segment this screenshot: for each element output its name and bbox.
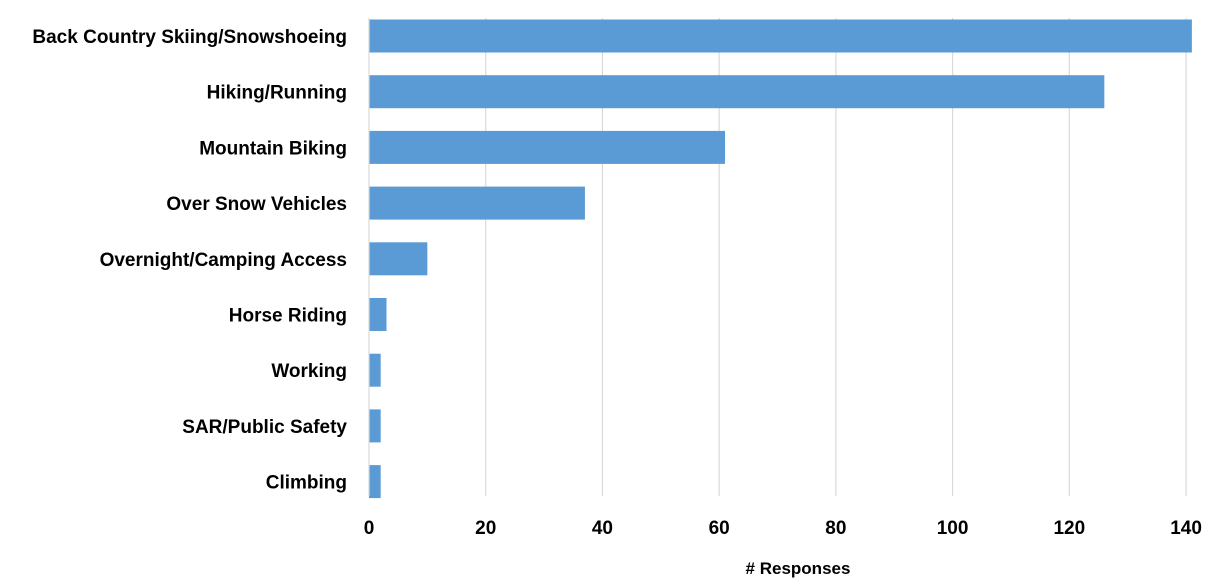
category-label: Overnight/Camping Access [100, 250, 347, 271]
bar [369, 130, 725, 164]
category-label: Over Snow Vehicles [166, 194, 347, 215]
category-label: Horse Riding [229, 306, 347, 327]
x-tick-label: 120 [1053, 518, 1085, 539]
category-label: Working [271, 361, 347, 382]
x-tick-label: 140 [1170, 518, 1202, 539]
x-tick-label: 20 [475, 518, 496, 539]
category-label: Back Country Skiing/Snowshoeing [32, 27, 347, 48]
bars [369, 19, 1192, 499]
x-tick-label: 80 [825, 518, 846, 539]
category-label: SAR/Public Safety [182, 417, 347, 438]
x-tick-labels: 0 20 40 60 80 100 120 140 [364, 518, 1202, 539]
x-tick-label: 0 [364, 518, 375, 539]
bar [369, 75, 1105, 109]
bar [369, 186, 585, 220]
bar [369, 465, 381, 499]
bar [369, 353, 381, 387]
bar [369, 409, 381, 443]
x-tick-label: 60 [709, 518, 730, 539]
bar [369, 19, 1192, 53]
category-label: Hiking/Running [207, 83, 347, 104]
category-labels: Back Country Skiing/Snowshoeing Hiking/Ru… [32, 27, 347, 494]
x-tick-label: 100 [937, 518, 969, 539]
category-label: Mountain Biking [199, 138, 347, 159]
bar [369, 298, 387, 331]
category-label: Climbing [266, 473, 347, 494]
bar [369, 242, 428, 276]
x-tick-label: 40 [592, 518, 613, 539]
x-axis-title: # Responses [746, 559, 851, 578]
